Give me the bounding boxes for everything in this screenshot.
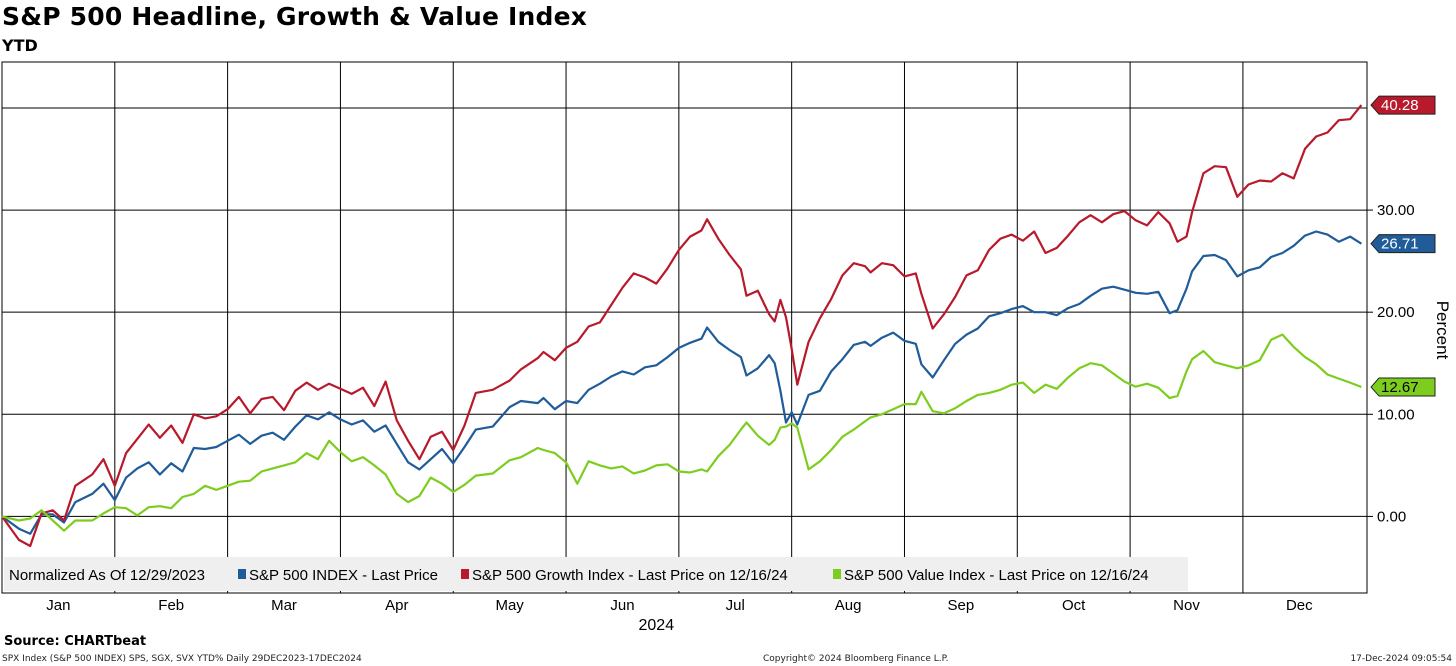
- x-tick-label: Mar: [271, 597, 297, 614]
- x-tick-label: Dec: [1286, 597, 1313, 614]
- x-tick-label: May: [495, 597, 524, 614]
- timestamp: 17-Dec-2024 09:05:54: [1350, 654, 1452, 664]
- series-line: [1, 230, 1362, 535]
- y-tick-label: 20.00: [1377, 304, 1415, 321]
- x-tick-label: Aug: [835, 597, 862, 614]
- last-value-label: 40.28: [1381, 97, 1419, 114]
- legend-box: [4, 557, 1188, 591]
- series-description: SPX Index (S&P 500 INDEX) SPS, SGX, SVX …: [2, 654, 362, 664]
- legend-note: Normalized As Of 12/29/2023: [9, 567, 205, 584]
- x-tick-label: Nov: [1173, 597, 1200, 614]
- series-line: [1, 104, 1363, 548]
- legend-entry: S&P 500 Growth Index - Last Price on 12/…: [472, 567, 788, 584]
- legend-swatch: [833, 569, 841, 579]
- x-tick-label: Jul: [726, 597, 745, 614]
- x-tick-label: Oct: [1062, 597, 1086, 614]
- last-value-flag: [1370, 95, 1436, 115]
- last-value-label: 12.67: [1381, 379, 1419, 396]
- legend-swatch: [461, 569, 469, 579]
- chart-subtitle: YTD: [2, 36, 38, 55]
- series-line: [1, 333, 1362, 532]
- x-tick-label: Feb: [158, 597, 184, 614]
- last-value-flag: [1370, 377, 1436, 397]
- legend-entry: S&P 500 INDEX - Last Price: [249, 567, 438, 584]
- plot-area: [1, 61, 1368, 594]
- y-tick-label: 10.00: [1377, 406, 1415, 423]
- last-value-label: 26.71: [1381, 236, 1419, 253]
- y-axis-label: Percent: [1433, 301, 1452, 360]
- legend-swatch: [238, 569, 246, 579]
- y-tick-label: 0.00: [1377, 508, 1406, 525]
- x-tick-label: Apr: [385, 597, 408, 614]
- y-tick-label: 30.00: [1377, 202, 1415, 219]
- x-axis-label: 2024: [639, 617, 675, 634]
- copyright-note: Copyright© 2024 Bloomberg Finance L.P.: [763, 654, 949, 664]
- x-tick-label: Jan: [46, 597, 70, 614]
- x-tick-label: Jun: [610, 597, 634, 614]
- chart-title: S&P 500 Headline, Growth & Value Index: [2, 2, 588, 31]
- source-note: Source: CHARTbeat: [4, 634, 147, 649]
- x-tick-label: Sep: [948, 597, 975, 614]
- last-value-flag: [1370, 234, 1436, 254]
- legend-entry: S&P 500 Value Index - Last Price on 12/1…: [844, 567, 1149, 584]
